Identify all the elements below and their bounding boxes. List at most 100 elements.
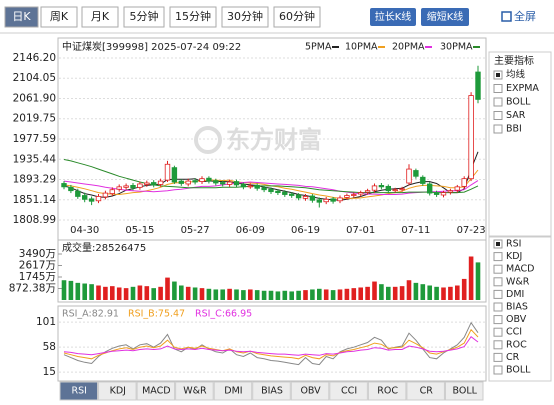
series-line <box>63 328 479 360</box>
candle-body <box>240 184 247 188</box>
indicator-option[interactable]: OBV <box>493 314 527 325</box>
indicator-option[interactable]: W&R <box>493 276 530 287</box>
indicator-option[interactable]: MACD <box>493 264 534 275</box>
volume-bar <box>420 284 426 300</box>
indicator-tab[interactable]: CR <box>406 381 445 401</box>
volume-bar <box>434 286 439 300</box>
y-tick-label: 2146.20 <box>13 52 56 64</box>
checkbox <box>493 327 503 337</box>
tab-box <box>406 381 445 401</box>
indicator-option[interactable]: CCI <box>493 327 522 338</box>
indicator-option[interactable]: KDJ <box>493 251 522 262</box>
candle-body <box>323 198 329 203</box>
candle-body <box>171 167 178 183</box>
x-tick-label: 06-09 <box>236 225 265 236</box>
indicator-option[interactable]: CR <box>493 352 520 363</box>
indicator-option[interactable]: DMI <box>493 289 524 300</box>
indicator-tab[interactable]: RSI <box>59 381 99 401</box>
candle-body <box>164 163 171 181</box>
zoom-button[interactable]: 缩短K线 <box>421 8 469 26</box>
indicator-option[interactable]: RSI <box>493 239 521 250</box>
legend-label: RSI_B:75.47 <box>128 309 185 320</box>
candle-body <box>213 180 219 184</box>
y-tick-label: 15 <box>43 366 56 378</box>
indicator-tab[interactable]: BIAS <box>252 381 291 401</box>
indicator-tab[interactable]: KDJ <box>98 381 137 401</box>
x-tick-label: 04-30 <box>70 225 99 236</box>
candle-body <box>309 195 316 201</box>
volume-bar <box>96 285 101 300</box>
indicator-option[interactable]: BIAS <box>493 302 528 313</box>
indicator-option[interactable]: ROC <box>493 339 527 350</box>
indicator-option[interactable]: 均线 <box>493 69 526 81</box>
candle-body <box>254 185 260 189</box>
rsi-frame <box>57 305 487 382</box>
volume-bar <box>116 287 122 300</box>
tab-label: 周K <box>50 10 69 23</box>
button-label: 缩短K线 <box>427 10 464 23</box>
tab-label: W&R <box>183 386 207 397</box>
indicator-tab[interactable]: ROC <box>367 381 407 401</box>
y-tick-label: 1745万 <box>19 271 56 283</box>
zoom-button[interactable]: 拉长K线 <box>370 8 416 26</box>
volume-bar <box>89 284 94 300</box>
candle-body <box>302 196 309 199</box>
volume-bar <box>392 286 398 300</box>
tab-label: CCI <box>341 386 357 397</box>
fullscreen-button[interactable]: 全屏 <box>501 9 536 23</box>
indicator-option[interactable]: BOLL <box>493 97 531 108</box>
candle-body <box>420 176 426 184</box>
candle-body <box>392 189 398 192</box>
period-tab[interactable]: 30分钟 <box>221 6 269 28</box>
volume-bar <box>234 289 239 300</box>
period-tab[interactable]: 日K <box>4 6 39 28</box>
period-tab[interactable]: 15分钟 <box>169 6 217 28</box>
volume-bar <box>344 288 350 300</box>
legend-label: RSI_A:82.91 <box>62 309 119 320</box>
tab-box <box>59 381 99 401</box>
volume-bar <box>144 286 150 300</box>
period-tab[interactable]: 60分钟 <box>273 6 321 28</box>
candle-body <box>144 182 150 185</box>
period-tab[interactable]: 5分钟 <box>123 6 165 28</box>
period-tab[interactable]: 周K <box>40 6 78 28</box>
volume-bar <box>406 280 412 300</box>
indicator-tab[interactable]: BOLL <box>444 381 484 401</box>
x-tick-label: 07-23 <box>457 225 486 236</box>
indicator-tab[interactable]: MACD <box>136 381 176 401</box>
candle-body <box>233 181 240 186</box>
indicator-option[interactable]: BBI <box>493 124 522 135</box>
candle-body <box>75 190 81 197</box>
indicator-tab[interactable]: DMI <box>213 381 253 401</box>
candle-body <box>344 195 350 198</box>
indicator-tab[interactable]: OBV <box>290 381 330 401</box>
candle-body <box>433 192 440 195</box>
indicator-tab[interactable]: CCI <box>329 381 368 401</box>
indicator-option[interactable]: BOLL <box>493 365 531 376</box>
volume-bar <box>365 286 370 300</box>
volume-bar <box>123 288 129 300</box>
candle-body <box>206 177 212 182</box>
indicator-tab[interactable]: W&R <box>175 381 214 401</box>
option-label: DMI <box>506 289 524 300</box>
candle-body <box>185 180 191 185</box>
tab-box <box>252 381 291 401</box>
checkbox-mark <box>496 73 500 77</box>
checkbox <box>493 97 503 107</box>
tab-box <box>367 381 407 401</box>
volume-bar <box>282 290 288 300</box>
indicator-option[interactable]: SAR <box>493 110 526 121</box>
volume-bar <box>413 282 419 300</box>
y-tick-label: 872.38万 <box>9 283 56 295</box>
indicator-option[interactable]: EXPMA <box>493 83 539 94</box>
volume-bar <box>165 277 170 300</box>
legend-label: 30PMA <box>440 42 473 53</box>
tab-box <box>40 6 78 28</box>
tab-box <box>175 381 214 401</box>
candle-body <box>268 188 274 193</box>
period-tab[interactable]: 月K <box>81 6 119 28</box>
volume-bar <box>151 288 156 300</box>
x-tick-label: 05-27 <box>181 225 210 236</box>
tab-label: 5分钟 <box>130 9 159 23</box>
volume-bar <box>68 280 74 300</box>
